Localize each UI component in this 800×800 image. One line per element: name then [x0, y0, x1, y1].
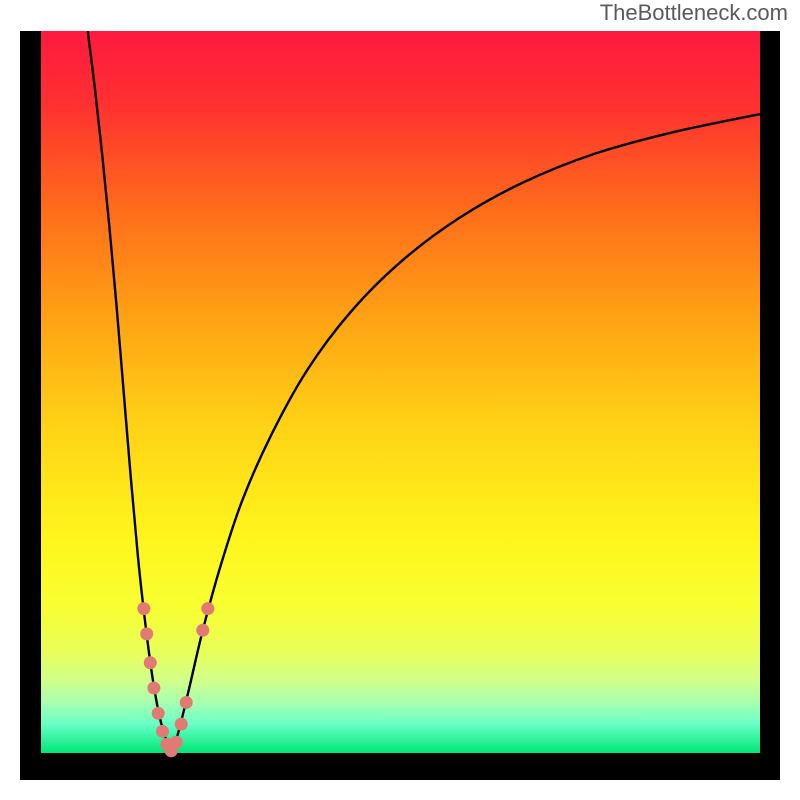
data-marker: [170, 736, 183, 749]
data-marker: [147, 682, 160, 695]
data-marker: [140, 627, 153, 640]
plot-border: [20, 31, 41, 780]
data-marker: [201, 602, 214, 615]
bottleneck-chart-svg: [20, 31, 780, 780]
data-marker: [152, 707, 165, 720]
plot-border: [20, 753, 780, 780]
data-marker: [144, 656, 157, 669]
data-marker: [175, 718, 188, 731]
plot-border: [760, 31, 780, 780]
plot-frame: [20, 31, 780, 780]
data-marker: [156, 725, 169, 738]
data-marker: [137, 602, 150, 615]
data-marker: [196, 624, 209, 637]
watermark-text: TheBottleneck.com: [600, 0, 788, 26]
data-marker: [180, 696, 193, 709]
